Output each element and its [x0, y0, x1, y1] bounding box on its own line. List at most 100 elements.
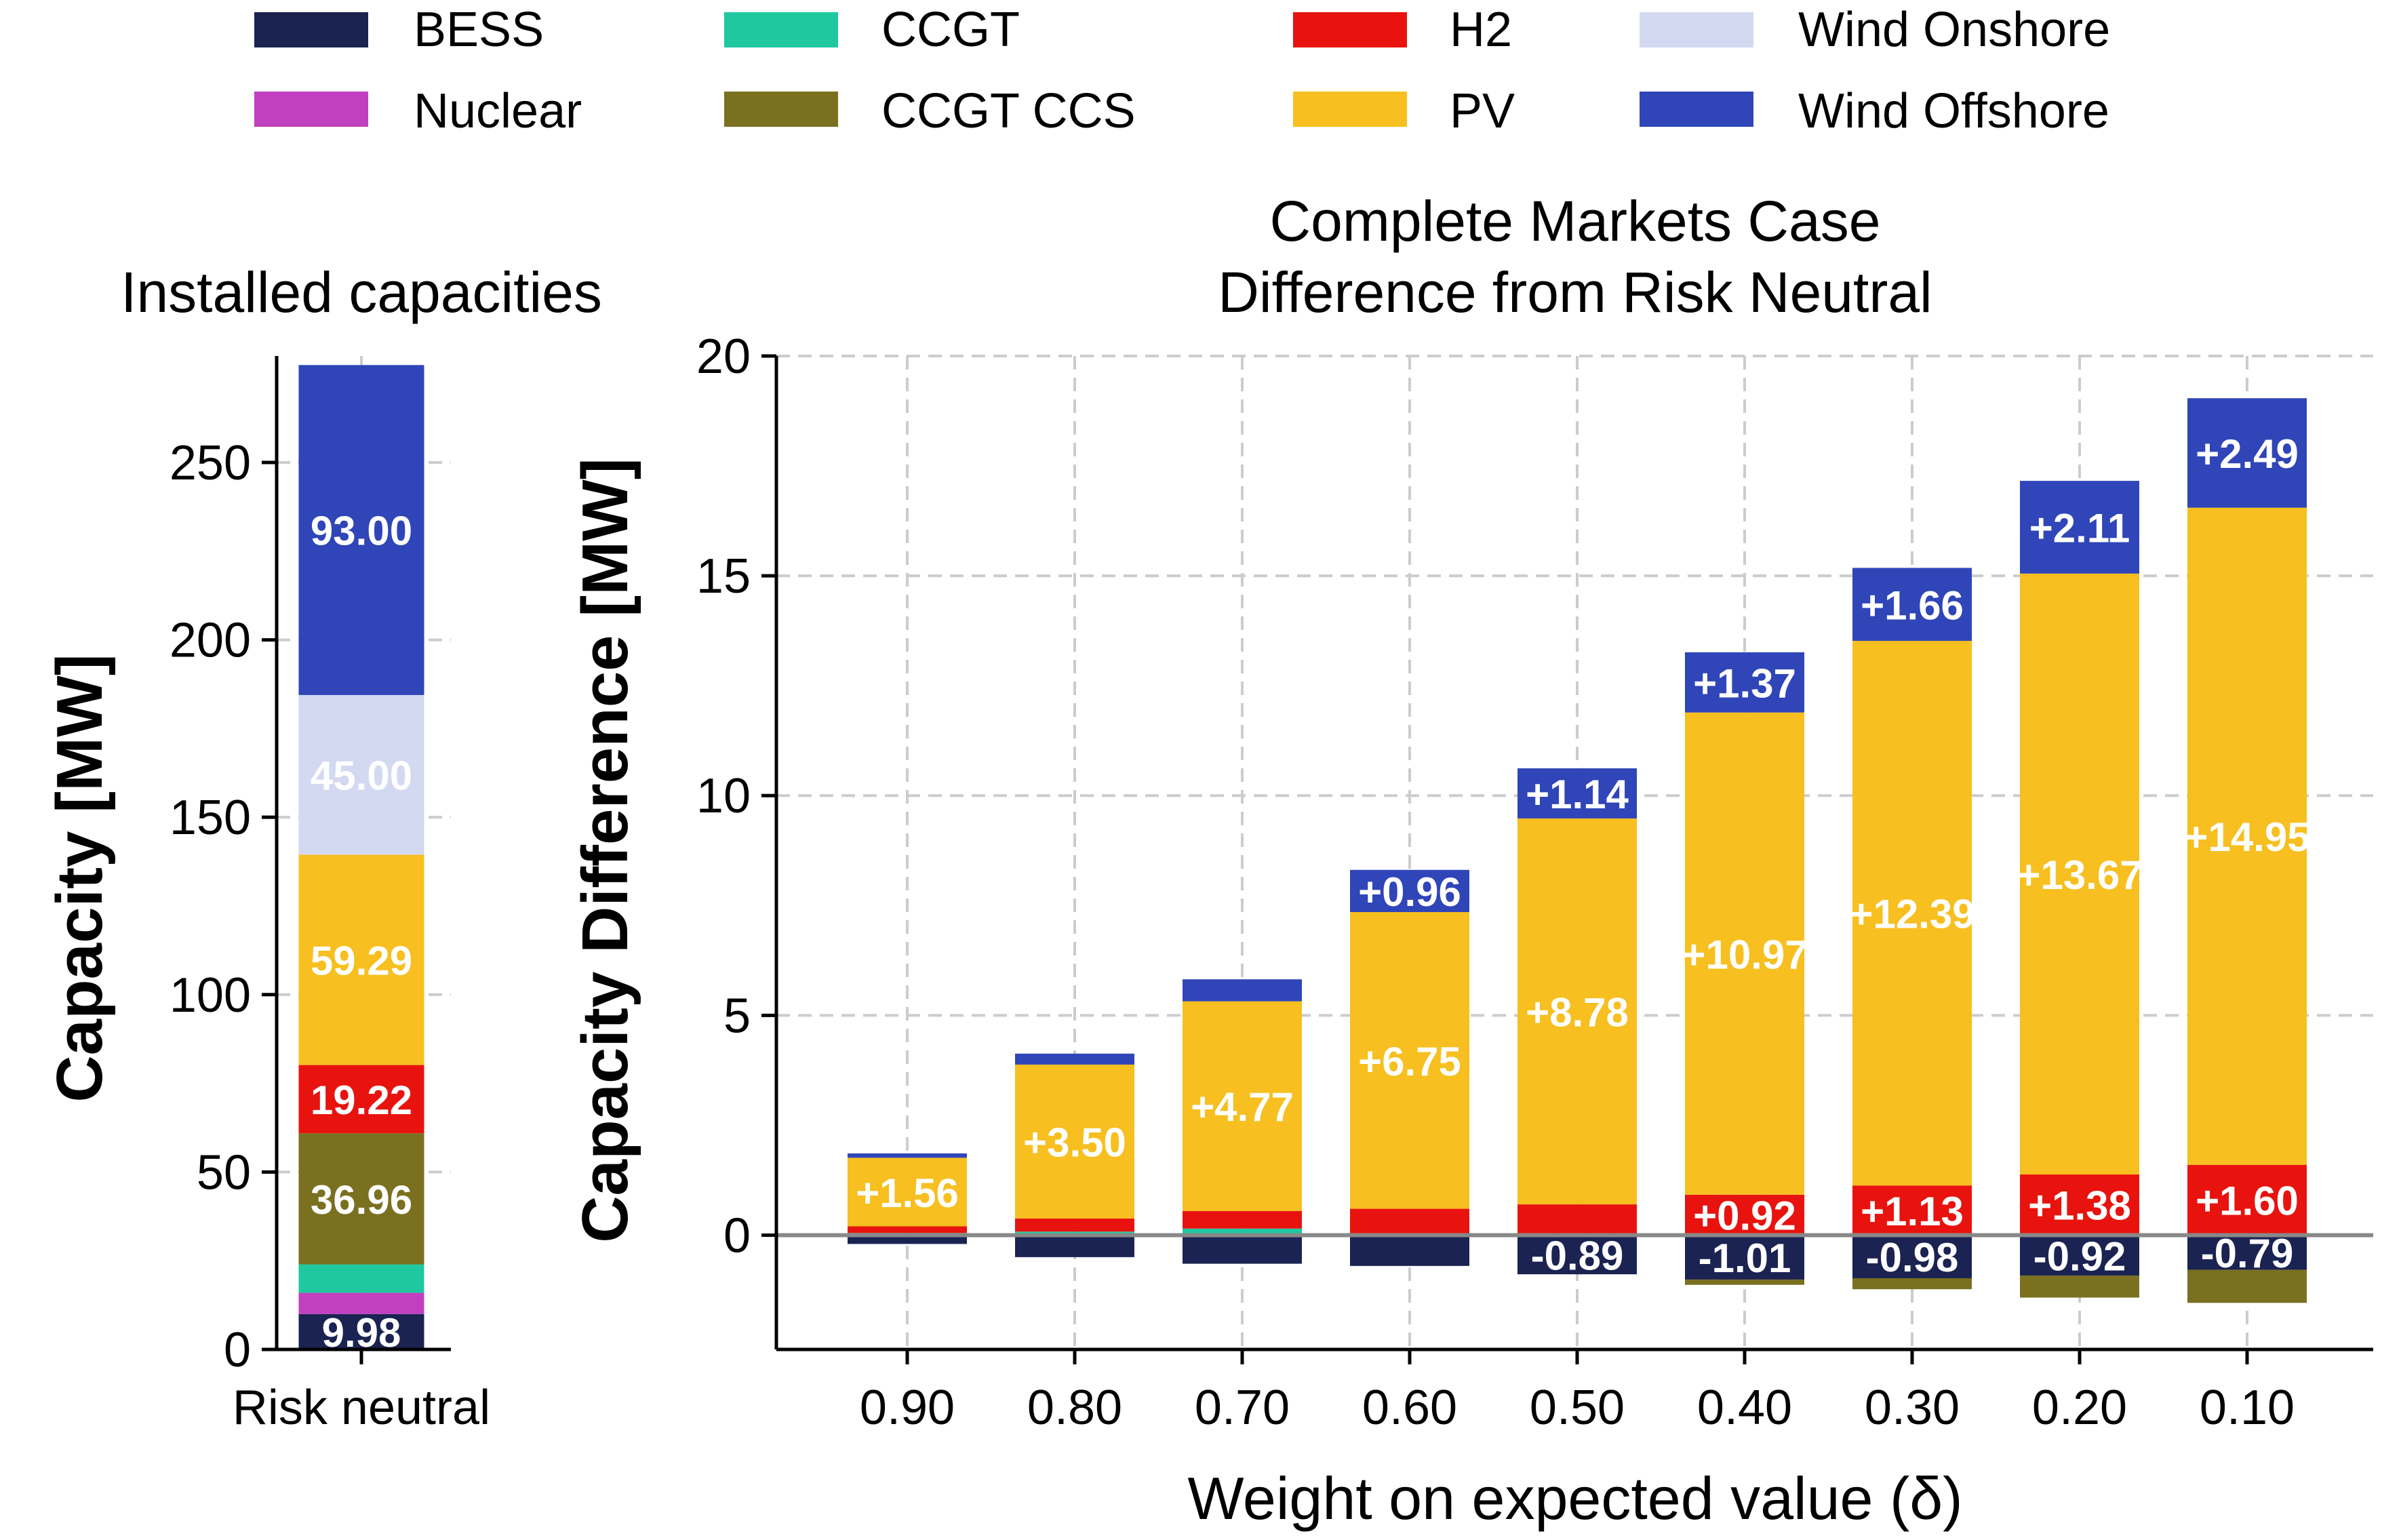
- right-bar-segment-pv-030: [1852, 641, 1972, 1186]
- right-bar-segment-pv-020: [2020, 573, 2139, 1175]
- legend-label-wind-offshore: Wind Offshore: [1798, 84, 2109, 138]
- right-bar-label-pv: +8.78: [1526, 990, 1629, 1035]
- capacity-axis-label: Capacity [MW]: [43, 654, 116, 1102]
- right-x-tick-label: 0.80: [1027, 1381, 1122, 1435]
- right-bar-segment-bess-030: [1852, 1235, 1972, 1278]
- right-y-tick-label: 15: [696, 549, 751, 604]
- left-bar-label-wind-offshore: 93.00: [311, 509, 412, 554]
- right-bar-segment-h2-020: [2020, 1174, 2139, 1236]
- legend-swatch-wind-offshore: [1640, 92, 1753, 127]
- legend-swatch-wind-onshore: [1640, 12, 1753, 47]
- weight-axis-label: Weight on expected value (δ): [1187, 1465, 1962, 1532]
- right-bar-segment-pv-070: [1183, 1001, 1302, 1211]
- left-bar-segment-pv: [298, 854, 424, 1065]
- right-bar-label-bess: -1.01: [1699, 1236, 1791, 1281]
- right-bar-label-h2: +0.92: [1693, 1193, 1796, 1239]
- legend-swatch-ccgt: [724, 12, 838, 47]
- right-bar-label-h2: +1.13: [1861, 1189, 1964, 1234]
- left-y-tick-label: 100: [170, 968, 251, 1023]
- right-bar-segment-bess-090: [848, 1235, 967, 1244]
- legend-swatch-h2: [1293, 12, 1407, 47]
- right-bar-segment-h2-060: [1350, 1208, 1469, 1235]
- legend-label-bess: BESS: [414, 3, 544, 57]
- right-x-tick-label: 0.10: [2200, 1381, 2295, 1435]
- right-bar-segment-bess-050: [1517, 1235, 1637, 1275]
- right-bar-segment-h2-090: [848, 1226, 967, 1233]
- difference-title-line1: Complete Markets Case: [1270, 189, 1881, 253]
- right-bar-segment-wind-offshore-010: [2187, 398, 2307, 508]
- legend-swatch-bess: [254, 12, 368, 47]
- right-bar-segment-wind-offshore-030: [1852, 568, 1972, 641]
- left-bar-segment-nuclear: [298, 1292, 424, 1314]
- right-bar-label-wind-offshore: +0.96: [1358, 869, 1461, 915]
- right-bars: [848, 398, 2307, 1303]
- left-x-tick-label: Risk neutral: [233, 1381, 490, 1435]
- right-bar-segment-h2-070: [1183, 1210, 1302, 1229]
- right-bar-segment-pv-010: [2187, 507, 2307, 1165]
- left-bar-label-wind-onshore: 45.00: [311, 753, 412, 799]
- right-bar-segment-bess-070: [1183, 1235, 1302, 1264]
- right-bar-segment-h2-050: [1517, 1204, 1637, 1236]
- right-bar-label-wind-offshore: +2.11: [2029, 505, 2130, 551]
- legend-swatch-ccgt-ccs: [724, 92, 838, 127]
- right-bar-label-h2: +1.60: [2196, 1179, 2299, 1224]
- right-x-tick-label: 0.90: [860, 1381, 955, 1435]
- right-bar-segment-ccgt-ccs-010: [2187, 1269, 2307, 1303]
- right-bar-segment-pv-090: [848, 1158, 967, 1227]
- right-bar-segment-bess-020: [2020, 1235, 2139, 1276]
- right-bar-label-wind-offshore: +1.66: [1861, 583, 1964, 628]
- right-bar-label-pv: +12.39: [1849, 892, 1975, 937]
- right-bar-segment-h2-040: [1685, 1194, 1804, 1236]
- right-bar-segment-h2-030: [1852, 1185, 1972, 1236]
- legend-label-wind-onshore: Wind Onshore: [1798, 3, 2110, 57]
- right-axes: 0 5 10 15 20 0.90 0.80 0.70 0.60 0.50 0.40 0.30 0.20…: [696, 330, 2373, 1435]
- installed-capacities-title: Installed capacities: [121, 260, 602, 324]
- legend: BESS Nuclear CCGT CCGT CCS H2 PV Wind On…: [254, 3, 2110, 138]
- right-bar-segment-ccgt-070: [1183, 1228, 1302, 1236]
- left-bar-segment-ccgt: [298, 1264, 424, 1293]
- left-bars: [298, 365, 424, 1349]
- right-bar-segment-pv-040: [1685, 712, 1804, 1195]
- right-bar-segment-bess-040: [1685, 1235, 1804, 1280]
- right-bar-segment-bess-060: [1350, 1235, 1469, 1266]
- right-bar-label-bess: -0.98: [1866, 1235, 1959, 1280]
- right-bar-segment-wind-offshore-050: [1517, 768, 1637, 818]
- right-x-tick-label: 0.30: [1865, 1381, 1960, 1435]
- right-bar-segment-ccgt-ccs-040: [1685, 1279, 1804, 1285]
- right-x-tick-label: 0.50: [1530, 1381, 1625, 1435]
- right-data-labels: +1.56 +3.50 +4.77 +6.75 +8.78 +10.97 +12.39 +13…: [856, 431, 2310, 1281]
- left-bar-segment-wind-offshore: [298, 365, 424, 695]
- right-bar-segment-bess-010: [2187, 1235, 2307, 1270]
- difference-title-line2: Difference from Risk Neutral: [1218, 260, 1932, 324]
- legend-label-ccgt: CCGT: [881, 3, 1020, 57]
- left-y-tick-label: 50: [197, 1145, 251, 1200]
- right-x-tick-label: 0.20: [2032, 1381, 2127, 1435]
- right-bar-segment-wind-offshore-070: [1183, 979, 1302, 1002]
- right-bar-label-pv: +1.56: [856, 1170, 959, 1216]
- left-y-tick-label: 0: [224, 1323, 251, 1377]
- right-bar-label-wind-offshore: +2.49: [2196, 431, 2299, 477]
- right-bar-label-pv: +4.77: [1191, 1084, 1294, 1130]
- right-bar-segment-wind-offshore-080: [1015, 1053, 1134, 1065]
- right-bar-segment-bess-080: [1015, 1235, 1134, 1257]
- right-bar-segment-pv-050: [1517, 818, 1637, 1205]
- right-bar-segment-h2-080: [1015, 1218, 1134, 1232]
- right-bar-label-h2: +1.38: [2028, 1183, 2131, 1229]
- left-bar-label-pv: 59.29: [311, 938, 412, 983]
- left-bar-segment-bess: [298, 1314, 424, 1349]
- right-bar-segment-wind-offshore-020: [2020, 481, 2139, 574]
- right-bar-segment-wind-offshore-060: [1350, 869, 1469, 913]
- right-bar-label-pv: +13.67: [2017, 852, 2142, 898]
- right-bar-label-wind-offshore: +1.37: [1693, 660, 1796, 706]
- right-bar-segment-wind-offshore-090: [848, 1153, 967, 1158]
- legend-label-h2: H2: [1450, 3, 1512, 57]
- right-bar-label-bess: -0.79: [2201, 1231, 2294, 1276]
- right-x-tick-label: 0.40: [1697, 1381, 1792, 1435]
- left-axes: 0 50 100 150 200 250 Risk neutral: [170, 356, 490, 1435]
- right-y-tick-label: 0: [723, 1208, 751, 1263]
- capacity-difference-axis-label: Capacity Difference [MW]: [569, 458, 641, 1243]
- left-bar-label-ccgt-ccs: 36.96: [311, 1177, 412, 1223]
- right-bar-segment-pv-080: [1015, 1064, 1134, 1219]
